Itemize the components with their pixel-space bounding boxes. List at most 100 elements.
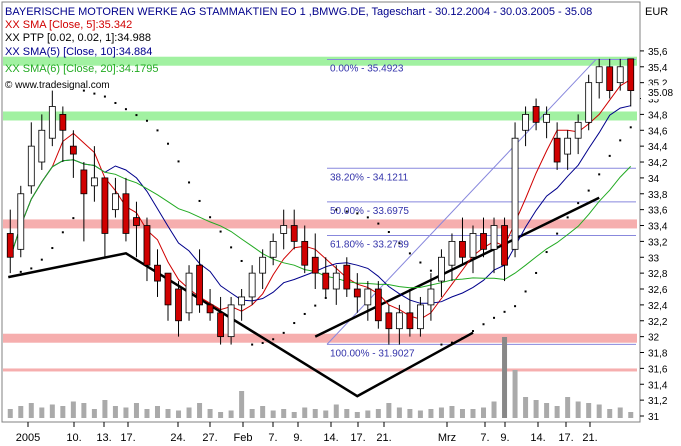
zone-band-1 [3,111,637,121]
sar-dot [324,296,327,299]
legend-ptp: XX PTP [0.02, 0.02, 1]:34.988 [5,32,151,44]
candle-down [122,193,130,234]
volume-bar [396,407,402,418]
candle-down [480,233,487,250]
fib-label-2: 50.00% - 33.6975 [330,206,409,217]
volume-bar [354,412,360,418]
volume-bar [596,404,602,418]
y-tick-label: 32,6 [648,285,668,296]
x-tick-label: 7. [268,432,277,444]
candle-up [248,272,256,298]
volume-bar [586,403,592,418]
volume-bar [197,403,203,418]
parabolic-sar [19,89,632,346]
fib-label-0: 0.00% - 35.4923 [330,63,404,74]
x-tick-label: 27. [202,432,217,444]
sar-dot [51,247,54,250]
x-tick-label: 14. [323,432,338,444]
sar-dot [167,142,170,145]
volume-bar [438,407,444,418]
volume-bar [270,410,276,418]
volume-bar [39,407,45,418]
candle-down [6,233,14,258]
candle-up [395,312,403,330]
moving-averages [9,79,632,320]
x-tick-label: 17. [350,432,365,444]
volume-bar [607,409,613,418]
volume-bar [7,409,13,418]
volume-bar [512,370,518,418]
sar-dot [587,189,590,192]
candle-down [175,288,182,322]
candle-up [438,256,445,282]
volume-bar [481,407,487,418]
candle-down [59,114,67,131]
candle-down [459,240,466,258]
trend-lines [8,196,600,398]
y-tick-label: 31,4 [648,380,668,391]
sar-dot [345,210,348,213]
candle-down [606,66,614,91]
volume-bar [154,406,160,418]
y-tick-label: 34,2 [648,158,668,169]
fib-label-1: 38.20% - 34.1211 [330,172,409,183]
candle-up [511,137,519,250]
volume-bar [112,406,118,418]
sar-dot [335,208,338,211]
candle-down [501,225,508,266]
zone-band-2 [3,219,637,229]
sar-dot [103,95,106,98]
candle-down [406,312,414,330]
sar-dot [598,173,601,176]
candle-down [301,240,309,266]
last-price-box [641,85,681,100]
y-tick-label: 32,2 [648,317,668,328]
y-tick-label: 33,8 [648,190,668,201]
candle-up [90,177,98,187]
sar-dot [503,310,506,313]
y-tick-label: 34,4 [648,142,668,153]
sar-dot [135,114,138,117]
volume-bar [333,404,339,418]
candle-down [290,225,298,242]
x-tick-label: 17. [120,432,135,444]
candle-up [332,272,340,290]
candle-up [522,114,529,131]
y-tick-label: 35,6 [648,47,668,58]
candle-down [101,177,109,234]
volume-bar [176,410,182,418]
zone-band-0 [3,56,637,66]
volume-bar [91,409,97,418]
x-tick-label: 13. [96,432,111,444]
sar-dot [145,119,148,122]
sar-dot [114,101,117,104]
sar-dot [566,216,569,219]
volume-bar [165,409,171,418]
y-tick-label: 31,2 [648,396,668,407]
sar-dot [314,304,317,307]
volume-bar [102,400,108,418]
fib-diagonal [326,59,597,345]
sar-dot [577,202,580,205]
volume-bar [249,409,255,418]
volume-bar [533,400,539,418]
trend-line-support [314,196,600,338]
sar-dot [303,312,306,315]
sar-dot [261,341,264,344]
volume-bar [70,401,76,418]
candle-up [616,66,624,84]
volume-bar [544,403,550,418]
volume-bar [49,404,55,418]
sar-dot [556,232,559,235]
sar-dot [398,242,401,245]
volume-bar [417,410,423,418]
fib-label-4: 100.00% - 31.9027 [330,348,415,359]
volume-bar [186,407,192,418]
volume-bar [375,409,381,418]
candle-up [574,121,582,139]
y-tick-label: 35,4 [648,63,668,74]
candle-up [227,304,235,338]
candle-down [374,288,382,322]
candle-down [69,145,77,155]
